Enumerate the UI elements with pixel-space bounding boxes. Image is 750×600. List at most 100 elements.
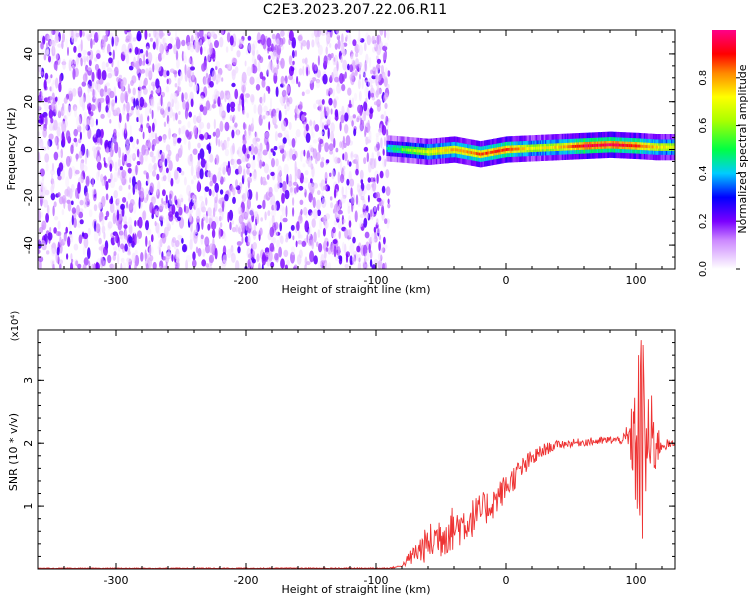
heatmap-speckle — [93, 262, 96, 269]
heatmap-speckle — [93, 204, 98, 212]
heatmap-speckle — [83, 165, 88, 172]
heatmap-signal-cell — [567, 145, 569, 149]
heatmap-speckle — [235, 224, 239, 233]
heatmap-speckle — [74, 169, 80, 175]
heatmap-speckle — [62, 135, 66, 146]
heatmap-signal-cell — [629, 144, 632, 148]
heatmap-speckle — [62, 32, 65, 43]
heatmap-signal-cell — [586, 144, 589, 148]
heatmap-signal-cell — [665, 145, 668, 149]
figure-title: C2E3.2023.207.22.06.R11 — [263, 2, 447, 18]
heatmap-speckle — [193, 125, 198, 136]
heatmap-speckle — [376, 173, 379, 184]
heatmap-signal-cell — [621, 143, 624, 147]
heatmap-speckle — [376, 151, 380, 157]
heatmap-speckle — [380, 114, 385, 120]
heatmap-speckle — [104, 174, 107, 187]
heatmap-speckle — [321, 99, 325, 105]
heatmap-speckle — [102, 35, 105, 47]
heatmap-speckle — [179, 144, 183, 156]
heatmap-speckle — [250, 94, 255, 103]
heatmap-speckle — [327, 127, 330, 140]
heatmap-speckle — [330, 108, 333, 115]
heatmap-speckle — [271, 158, 275, 168]
heatmap-speckle — [304, 256, 308, 267]
heatmap-speckle — [312, 197, 316, 209]
heatmap-speckle — [341, 105, 345, 116]
heatmap-signal-cell — [465, 150, 468, 154]
heatmap-speckle — [328, 143, 334, 152]
heatmap-speckle — [301, 91, 305, 97]
heatmap-speckle — [280, 258, 285, 269]
heatmap-speckle — [286, 150, 290, 158]
heatmap-speckle — [76, 204, 80, 216]
heatmap-speckle — [345, 253, 349, 263]
heatmap-speckle — [384, 102, 388, 109]
heatmap-speckle — [285, 237, 289, 243]
heatmap-speckle — [40, 179, 45, 191]
heatmap-speckle — [179, 71, 183, 81]
heatmap-signal-cell — [490, 150, 492, 154]
heatmap-speckle — [222, 166, 226, 175]
heatmap-speckle — [211, 229, 216, 239]
heatmap-speckle — [342, 135, 345, 145]
heatmap-speckle — [332, 88, 335, 97]
heatmap-speckle — [52, 41, 57, 46]
heatmap-speckle — [65, 155, 71, 167]
heatmap-speckle — [65, 226, 68, 234]
heatmap-speckle — [192, 148, 198, 155]
heatmap-speckle — [104, 85, 108, 93]
heatmap-speckle — [69, 188, 73, 199]
heatmap-signal-cell — [641, 144, 643, 148]
heatmap-speckle — [154, 220, 157, 227]
heatmap-speckle — [38, 239, 41, 245]
heatmap-speckle — [339, 121, 342, 132]
heatmap-speckle — [62, 103, 66, 115]
heatmap-speckle — [283, 130, 289, 138]
snr-y-multiplier-label: (x10⁴) — [10, 311, 21, 342]
heatmap-speckle — [156, 173, 160, 181]
heatmap-speckle — [93, 230, 99, 242]
heatmap-speckle — [384, 67, 388, 78]
heatmap-speckle — [62, 234, 68, 244]
heatmap-speckle — [359, 73, 361, 80]
heatmap-speckle — [240, 93, 244, 101]
heatmap-speckle — [292, 197, 295, 206]
heatmap-speckle — [200, 46, 203, 55]
heatmap-speckle — [105, 82, 110, 87]
heatmap-speckle — [280, 75, 285, 85]
heatmap-speckle — [270, 261, 275, 268]
heatmap-speckle — [111, 36, 114, 47]
heatmap-speckle — [199, 121, 205, 129]
heatmap-speckle — [117, 253, 120, 265]
heatmap-speckle — [255, 137, 261, 142]
heatmap-signal-cell — [671, 145, 673, 149]
heatmap-speckle — [183, 135, 187, 145]
heatmap-speckle — [320, 111, 325, 120]
heatmap-speckle — [266, 174, 270, 180]
heatmap-speckle — [171, 204, 176, 215]
heatmap-speckle — [171, 237, 177, 243]
heatmap-speckle — [382, 51, 387, 61]
heatmap-speckle — [143, 102, 148, 108]
heatmap-speckle — [298, 185, 304, 191]
heatmap-speckle — [273, 200, 277, 210]
heatmap-speckle — [211, 104, 217, 109]
heatmap-speckle — [172, 112, 176, 122]
heatmap-speckle — [274, 131, 278, 142]
heatmap-speckle — [314, 124, 320, 132]
heatmap-speckle — [77, 87, 82, 92]
heatmap-speckle — [73, 243, 79, 251]
heatmap-speckle — [288, 122, 292, 130]
heatmap-speckle — [339, 173, 345, 184]
heatmap-signal-cell — [546, 146, 548, 150]
heatmap-speckle — [151, 156, 156, 163]
heatmap-speckle — [284, 109, 288, 116]
heatmap-speckle — [378, 234, 382, 241]
heatmap-speckle — [190, 164, 194, 177]
heatmap-speckle — [314, 155, 318, 165]
heatmap-speckle — [329, 43, 332, 48]
heatmap-speckle — [55, 53, 59, 61]
heatmap-speckle — [40, 41, 44, 50]
heatmap-speckle — [288, 65, 294, 77]
